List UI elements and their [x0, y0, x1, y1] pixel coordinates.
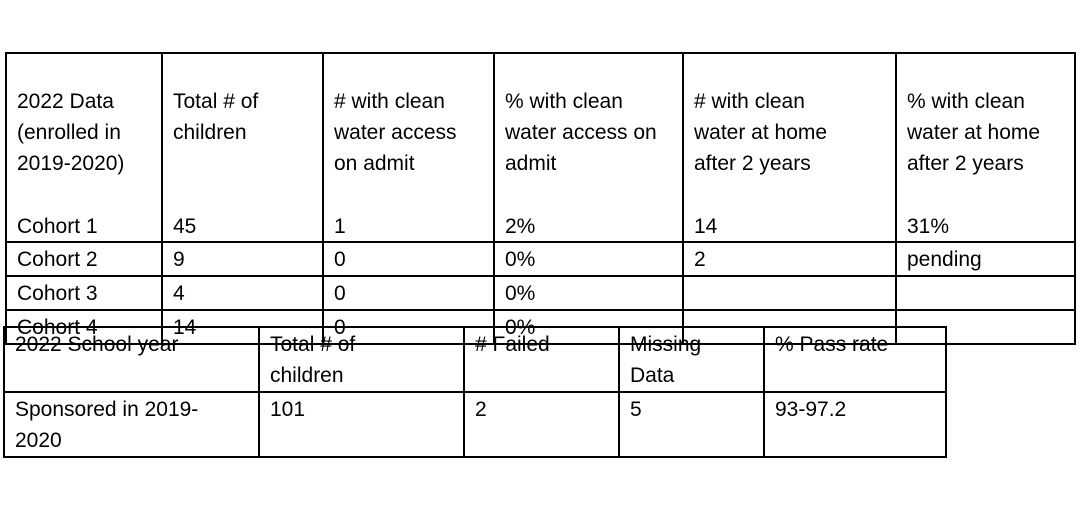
water-access-cohort-table: 2022 Data (enrolled in 2019-2020) Cohort… [5, 52, 1076, 345]
header-cell-total-children: Total # of children 45 [161, 52, 324, 243]
table-row-sponsored: Sponsored in 2019- 2020 101 2 5 93-97.2 [3, 391, 947, 458]
column-header: 2022 Data (enrolled in 2019-2020) [17, 90, 125, 175]
row-label-cell: Cohort 3 [5, 275, 163, 311]
header-cell-num-failed: # Failed [463, 326, 620, 393]
data-cell: 5 [618, 391, 765, 458]
column-header: # with clean water at home after 2 years [694, 90, 828, 175]
table-row-cohort2: Cohort 2 9 0 0% 2 pending [5, 241, 1076, 277]
data-cell: 0 [322, 275, 495, 311]
school-year-table: 2022 School year Total # of children # F… [3, 326, 947, 458]
table-header-row: 2022 Data (enrolled in 2019-2020) Cohort… [5, 52, 1076, 243]
column-header: Total # of children [173, 90, 259, 144]
column-header: % with clean water access on admit [505, 90, 657, 175]
header-cell-pct-access-admit: % with clean water access on admit 2% [493, 52, 684, 243]
cohort1-pct-home-2yr: 31% [907, 215, 950, 238]
cohort1-row-label: Cohort 1 [17, 215, 98, 238]
data-cell [682, 275, 897, 311]
cohort1-num-access-admit: 1 [334, 215, 346, 238]
data-cell: 9 [161, 241, 324, 277]
data-cell: 0% [493, 241, 684, 277]
table-header-row: 2022 School year Total # of children # F… [3, 326, 947, 393]
header-cell-pass-rate: % Pass rate [763, 326, 947, 393]
data-cell [895, 275, 1076, 311]
row-label-cell: Sponsored in 2019- 2020 [3, 391, 260, 458]
data-cell: 2 [682, 241, 897, 277]
header-cell-missing-data: Missing Data [618, 326, 765, 393]
header-cell-pct-home-2yr: % with clean water at home after 2 years… [895, 52, 1076, 243]
cohort1-total-children: 45 [173, 215, 197, 238]
header-cell-num-home-2yr: # with clean water at home after 2 years… [682, 52, 897, 243]
column-header: % with clean water at home after 2 years [907, 90, 1041, 175]
data-cell: 0 [322, 241, 495, 277]
header-cell-total-children: Total # of children [258, 326, 465, 393]
column-header: # with clean water access on admit [334, 90, 457, 175]
data-cell: 2 [463, 391, 620, 458]
header-cell-num-access-admit: # with clean water access on admit 1 [322, 52, 495, 243]
data-cell: 4 [161, 275, 324, 311]
data-cell: 101 [258, 391, 465, 458]
row-label-cell: Cohort 2 [5, 241, 163, 277]
cohort1-pct-access-admit: 2% [505, 215, 536, 238]
header-cell-school-year: 2022 School year [3, 326, 260, 393]
header-cell-cohort-label: 2022 Data (enrolled in 2019-2020) Cohort… [5, 52, 163, 243]
table-row-cohort3: Cohort 3 4 0 0% [5, 275, 1076, 311]
cohort1-num-home-2yr: 14 [694, 215, 718, 238]
data-cell: 0% [493, 275, 684, 311]
data-cell: pending [895, 241, 1076, 277]
data-cell: 93-97.2 [763, 391, 947, 458]
